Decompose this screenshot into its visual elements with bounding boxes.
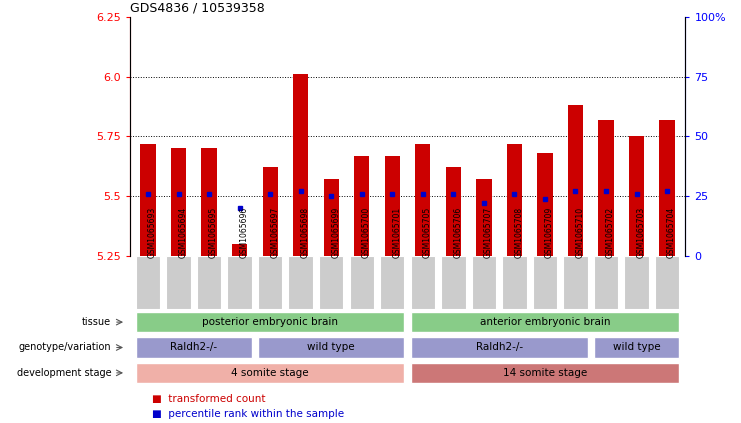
Text: GSM1065701: GSM1065701	[392, 206, 402, 258]
Text: wild type: wild type	[613, 343, 660, 352]
Text: GSM1065708: GSM1065708	[514, 206, 523, 258]
Text: development stage: development stage	[16, 368, 111, 378]
Text: posterior embryonic brain: posterior embryonic brain	[202, 317, 338, 327]
Bar	[136, 312, 405, 332]
Bar	[446, 168, 461, 256]
Text: 14 somite stage: 14 somite stage	[503, 368, 587, 378]
Bar	[568, 105, 583, 256]
Text: ■  transformed count: ■ transformed count	[152, 394, 265, 404]
Text: genotype/variation: genotype/variation	[19, 343, 111, 352]
Text: GDS4836 / 10539358: GDS4836 / 10539358	[130, 2, 265, 15]
Bar	[171, 148, 186, 256]
Text: GSM1065709: GSM1065709	[545, 206, 554, 258]
Bar	[232, 244, 247, 256]
Bar	[227, 256, 252, 309]
Bar	[288, 256, 313, 309]
Bar	[411, 338, 588, 357]
Text: GSM1065700: GSM1065700	[362, 206, 370, 258]
Text: GSM1065706: GSM1065706	[453, 206, 462, 258]
Bar	[136, 363, 405, 383]
Text: GSM1065703: GSM1065703	[637, 206, 645, 258]
Bar	[166, 256, 190, 309]
Text: GSM1065697: GSM1065697	[270, 206, 279, 258]
Bar	[136, 256, 160, 309]
Bar	[258, 338, 405, 357]
Bar	[140, 143, 156, 256]
Bar	[659, 120, 675, 256]
Text: anterior embryonic brain: anterior embryonic brain	[479, 317, 610, 327]
Bar	[594, 338, 679, 357]
Text: GSM1065704: GSM1065704	[667, 206, 676, 258]
Text: GSM1065693: GSM1065693	[148, 206, 157, 258]
Bar	[502, 256, 527, 309]
Bar	[537, 153, 553, 256]
Bar	[411, 256, 435, 309]
Bar	[380, 256, 405, 309]
Text: GSM1065702: GSM1065702	[606, 206, 615, 258]
Bar	[411, 312, 679, 332]
Text: 4 somite stage: 4 somite stage	[231, 368, 309, 378]
Bar	[350, 256, 374, 309]
Bar	[197, 256, 222, 309]
Text: GSM1065695: GSM1065695	[209, 206, 218, 258]
Text: GSM1065707: GSM1065707	[484, 206, 493, 258]
Bar	[625, 256, 649, 309]
Bar	[594, 256, 618, 309]
Bar	[655, 256, 679, 309]
Bar	[354, 156, 369, 256]
Bar	[507, 143, 522, 256]
Bar	[258, 256, 282, 309]
Bar	[202, 148, 216, 256]
Text: GSM1065705: GSM1065705	[423, 206, 432, 258]
Text: GSM1065698: GSM1065698	[301, 206, 310, 258]
Text: GSM1065699: GSM1065699	[331, 206, 340, 258]
Text: tissue: tissue	[82, 317, 111, 327]
Bar	[441, 256, 465, 309]
Text: ■  percentile rank within the sample: ■ percentile rank within the sample	[152, 409, 344, 419]
Text: Raldh2-/-: Raldh2-/-	[476, 343, 522, 352]
Bar	[629, 136, 644, 256]
Bar	[472, 256, 496, 309]
Bar	[533, 256, 557, 309]
Bar	[563, 256, 588, 309]
Bar	[411, 363, 679, 383]
Bar	[262, 168, 278, 256]
Bar	[319, 256, 343, 309]
Bar	[599, 120, 614, 256]
Bar	[385, 156, 400, 256]
Text: GSM1065696: GSM1065696	[239, 206, 248, 258]
Bar	[476, 179, 491, 256]
Bar	[136, 338, 252, 357]
Bar	[324, 179, 339, 256]
Text: Raldh2-/-: Raldh2-/-	[170, 343, 217, 352]
Bar	[415, 143, 431, 256]
Bar	[293, 74, 308, 256]
Text: GSM1065710: GSM1065710	[576, 206, 585, 258]
Text: GSM1065694: GSM1065694	[179, 206, 187, 258]
Text: wild type: wild type	[308, 343, 355, 352]
